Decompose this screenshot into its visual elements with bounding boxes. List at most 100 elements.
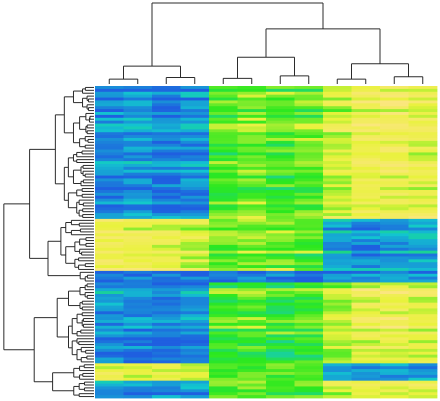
heatmap-cell: [209, 253, 238, 257]
heatmap-cell: [95, 120, 124, 124]
heatmap-cell: [152, 97, 181, 101]
heatmap-cell: [95, 218, 124, 223]
heatmap-cell: [152, 181, 181, 185]
heatmap-cell: [123, 383, 153, 387]
heatmap-cell: [152, 296, 181, 301]
heatmap-cell: [266, 149, 295, 153]
heatmap-cell: [266, 265, 295, 269]
heatmap-cell: [237, 273, 267, 278]
heatmap-cell: [408, 392, 438, 396]
heatmap-cell: [351, 149, 381, 153]
heatmap-cell: [266, 285, 295, 289]
heatmap-cell: [123, 374, 153, 379]
heatmap-cell: [294, 230, 324, 234]
heatmap-cell: [152, 114, 181, 119]
heatmap-cell: [351, 126, 381, 130]
heatmap-cell: [123, 169, 153, 174]
heatmap-cell: [294, 86, 324, 90]
heatmap-cell: [294, 103, 324, 107]
heatmap-cell: [351, 305, 381, 309]
heatmap-cell: [266, 299, 295, 304]
heatmap-cell: [152, 86, 181, 90]
heatmap-cell: [380, 230, 409, 234]
heatmap-cell: [152, 285, 181, 289]
heatmap-cell: [180, 392, 210, 396]
heatmap-cell: [180, 276, 210, 280]
heatmap-cell: [351, 94, 381, 98]
heatmap-cell: [351, 253, 381, 257]
heatmap-cell: [180, 103, 210, 107]
heatmap-cell: [266, 172, 295, 176]
heatmap-cell: [123, 262, 153, 266]
heatmap-cell: [123, 334, 153, 338]
heatmap-cell: [380, 343, 409, 347]
heatmap-cell: [95, 395, 124, 399]
heatmap-cell: [237, 395, 267, 399]
heatmap-cell: [237, 357, 267, 361]
heatmap-cell: [123, 279, 153, 283]
heatmap-cell: [209, 218, 238, 223]
heatmap-cell: [123, 314, 153, 318]
heatmap-cell: [266, 88, 295, 93]
heatmap-cell: [380, 109, 409, 113]
heatmap-cell: [408, 221, 438, 226]
heatmap-cell: [152, 314, 181, 318]
heatmap-cell: [294, 152, 324, 156]
heatmap-cell: [323, 380, 352, 384]
heatmap-cell: [95, 314, 124, 318]
heatmap-cell: [266, 132, 295, 136]
heatmap-cell: [237, 114, 267, 119]
heatmap-cell: [152, 117, 181, 122]
heatmap-cell: [380, 210, 409, 214]
heatmap-cell: [95, 369, 124, 373]
heatmap-cell: [123, 317, 153, 321]
heatmap-cell: [237, 166, 267, 171]
heatmap-cell: [95, 112, 124, 116]
heatmap-cell: [180, 337, 210, 341]
heatmap-cell: [266, 372, 295, 376]
heatmap-cell: [351, 282, 381, 286]
heatmap-cell: [152, 94, 181, 98]
heatmap-cell: [123, 181, 153, 185]
heatmap-cell: [95, 161, 124, 165]
heatmap-cell: [237, 369, 267, 373]
heatmap-cell: [323, 239, 352, 243]
heatmap-cell: [209, 389, 238, 393]
heatmap-cell: [237, 334, 267, 338]
heatmap-cell: [152, 175, 181, 179]
heatmap-cell: [95, 340, 124, 344]
heatmap-cell: [323, 204, 352, 208]
heatmap-cell: [237, 346, 267, 350]
heatmap-cell: [266, 184, 295, 188]
heatmap-cell: [123, 120, 153, 124]
heatmap-cell: [266, 204, 295, 208]
heatmap-cell: [408, 138, 438, 142]
heatmap-cell: [237, 117, 267, 122]
heatmap-cell: [408, 288, 438, 292]
heatmap-cell: [266, 218, 295, 223]
heatmap-cell: [323, 221, 352, 226]
heatmap-cell: [95, 135, 124, 139]
heatmap-cell: [408, 181, 438, 185]
heatmap-cell: [152, 374, 181, 379]
heatmap-cell: [294, 236, 324, 240]
heatmap-cell: [408, 320, 438, 324]
heatmap-cell: [180, 166, 210, 171]
heatmap-cell: [323, 117, 352, 122]
heatmap-cell: [294, 311, 324, 315]
heatmap-cell: [351, 109, 381, 113]
heatmap-cell: [266, 392, 295, 396]
heatmap-cell: [180, 114, 210, 119]
heatmap-cell: [408, 135, 438, 139]
heatmap-cell: [152, 192, 181, 197]
heatmap-cell: [408, 201, 438, 205]
heatmap-cell: [123, 198, 153, 202]
heatmap-cell: [152, 331, 181, 335]
heatmap-cell: [95, 149, 124, 153]
heatmap-cell: [351, 256, 381, 260]
heatmap-cell: [209, 265, 238, 269]
heatmap-cell: [209, 288, 238, 292]
heatmap-cell: [209, 114, 238, 119]
heatmap-cell: [323, 192, 352, 197]
heatmap-cell: [294, 285, 324, 289]
